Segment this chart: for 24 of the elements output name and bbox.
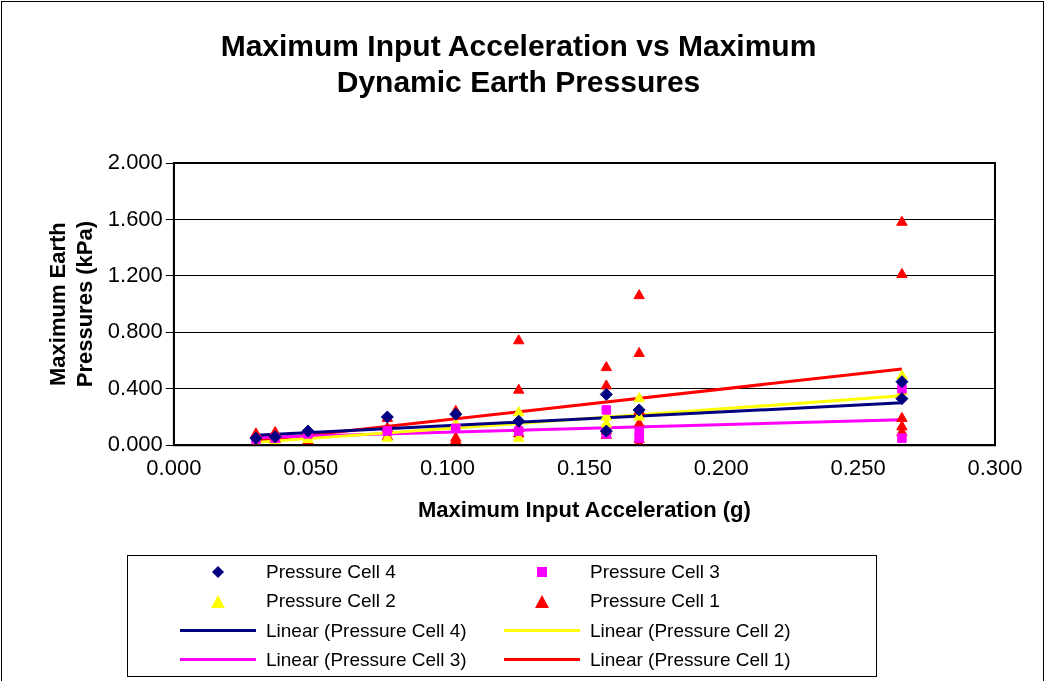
y-tick-label: 1.200 — [107, 261, 163, 287]
legend-label: Linear (Pressure Cell 4) — [266, 619, 467, 642]
y-tick-label: 2.000 — [107, 149, 163, 175]
legend-label: Pressure Cell 1 — [590, 590, 720, 613]
legend-label: Pressure Cell 4 — [266, 561, 396, 584]
legend-label: Linear (Pressure Cell 2) — [590, 619, 791, 642]
x-axis-title: Maximum Input Acceleration (g) — [417, 496, 751, 522]
x-tick-label: 0.200 — [693, 455, 749, 481]
y-tick-label: 0.800 — [107, 318, 163, 344]
x-tick-label: 0.000 — [146, 455, 202, 481]
x-tick-label: 0.150 — [556, 455, 612, 481]
x-tick-label: 0.300 — [967, 455, 1023, 481]
x-tick-label: 0.100 — [420, 455, 476, 481]
y-axis-title: Maximum Earth Pressures (kPa) — [45, 220, 97, 388]
legend-label: Pressure Cell 3 — [590, 561, 720, 584]
chart-title: Maximum Input Acceleration vs Maximum Dynamic Earth Pressures — [220, 29, 817, 99]
legend-label: Linear (Pressure Cell 3) — [266, 648, 467, 671]
legend-label: Pressure Cell 2 — [266, 590, 396, 613]
x-tick-label: 0.050 — [283, 455, 339, 481]
y-tick-label: 0.400 — [107, 374, 163, 400]
y-tick-label: 0.000 — [107, 431, 163, 457]
legend-label: Linear (Pressure Cell 1) — [590, 648, 791, 671]
x-tick-label: 0.250 — [830, 455, 886, 481]
y-tick-label: 1.600 — [107, 205, 163, 231]
